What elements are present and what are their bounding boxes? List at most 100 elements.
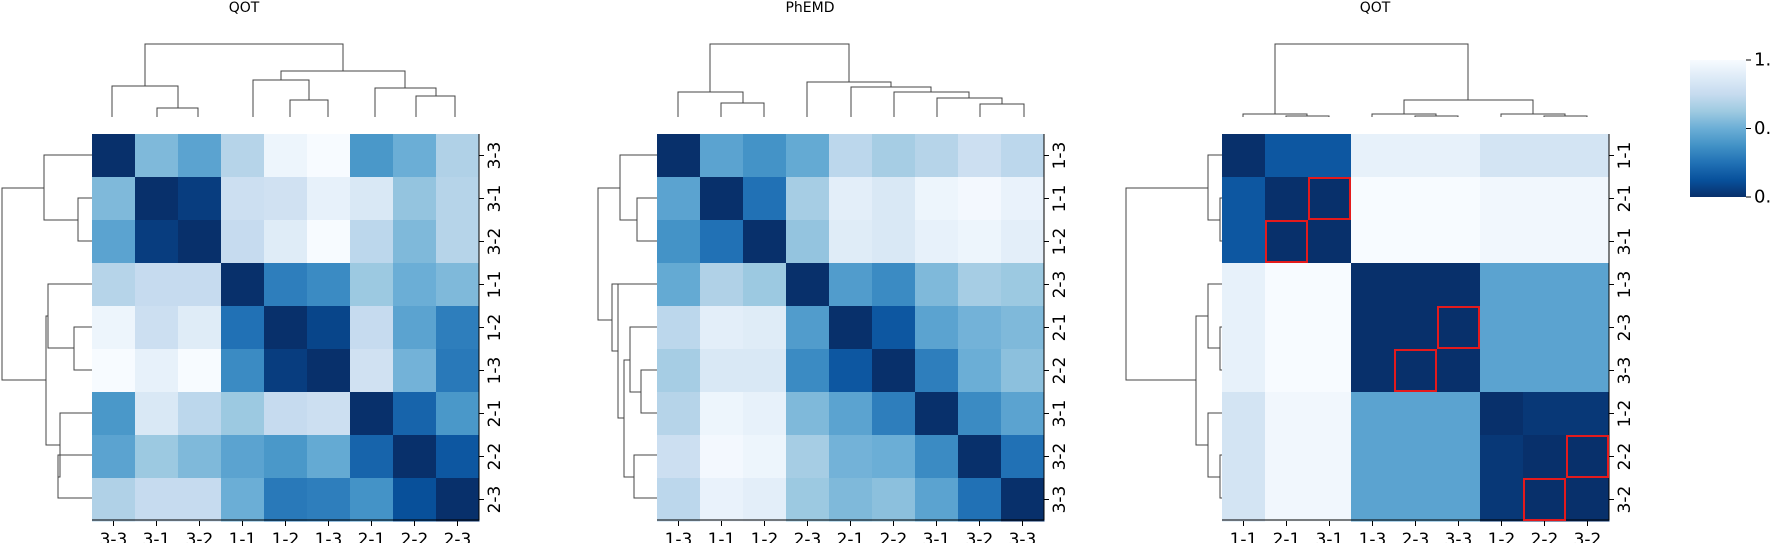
heatmap-cell <box>657 306 701 350</box>
heatmap-cell <box>1351 349 1395 393</box>
heatmap-cell <box>393 220 437 264</box>
x-tick-label: 2-2 <box>880 530 908 543</box>
heatmap-cell <box>1523 177 1567 221</box>
heatmap-cell <box>1222 392 1266 436</box>
y-tick-labels-3: 1-1 2-1 3-1 1-3 2-3 3-3 1-2 2-2 3-2 <box>1609 142 1635 514</box>
heatmap-cell <box>786 478 830 522</box>
y-tick-labels-2: 1-3 1-1 1-2 2-3 2-1 2-2 3-1 3-2 3-3 <box>1044 142 1070 513</box>
x-tick-label: 1-1 <box>229 530 257 543</box>
x-tick-label: 1-1 <box>708 530 736 543</box>
heatmap-cell <box>1566 349 1610 393</box>
heatmap-cell <box>1001 435 1045 479</box>
heatmap-cell <box>915 134 959 178</box>
heatmap-cell <box>178 349 222 393</box>
heatmap-cell <box>915 177 959 221</box>
y-tick-label: 3-2 <box>1050 443 1070 471</box>
heatmap-cell <box>1001 177 1045 221</box>
heatmap-cell <box>436 349 480 393</box>
heatmap-cell <box>264 134 308 178</box>
heatmap-cell <box>657 220 701 264</box>
x-tick-label: 2-3 <box>794 530 822 543</box>
heatmap-cell <box>700 435 744 479</box>
heatmap-cell <box>1437 134 1481 178</box>
heatmap-cell <box>221 435 265 479</box>
heatmap-cell <box>1394 392 1438 436</box>
heatmap-cell <box>1351 220 1395 264</box>
y-tick-labels-1: 3-3 3-1 3-2 1-1 1-2 1-3 2-1 2-2 2-3 <box>479 142 505 514</box>
heatmap-cell <box>393 392 437 436</box>
y-tick-label: 2-3 <box>485 486 505 514</box>
y-tick-label: 3-2 <box>1615 486 1635 514</box>
heatmap-cell <box>1265 392 1309 436</box>
heatmap-cell <box>1480 392 1524 436</box>
heatmap-cell <box>350 478 394 522</box>
heatmap-cell <box>436 478 480 522</box>
heatmap-cell <box>700 263 744 307</box>
y-tick-label: 2-2 <box>1615 443 1635 471</box>
heatmap-cell <box>92 263 136 307</box>
y-tick-label: 1-3 <box>485 357 505 385</box>
heatmap-cell <box>1566 478 1610 522</box>
chart-title-3: QOT <box>1360 0 1391 16</box>
heatmap-cell <box>393 177 437 221</box>
x-tick-label: 2-1 <box>837 530 865 543</box>
y-tick-label: 1-1 <box>485 271 505 299</box>
x-tick-label: 1-2 <box>1488 530 1516 543</box>
heatmap-cell <box>915 435 959 479</box>
y-tick-label: 2-3 <box>1050 271 1070 299</box>
heatmap-cell <box>1437 177 1481 221</box>
heatmap-cell <box>307 177 351 221</box>
heatmap-cell <box>915 306 959 350</box>
heatmap-cell <box>1265 349 1309 393</box>
heatmap-cell <box>1308 349 1352 393</box>
heatmap-cell <box>307 349 351 393</box>
heatmap-panel-1: QOT 3-3 3-1 3-2 1-1 1-2 1-3 2-1 2-2 2-3 3-33-13-… <box>1 0 505 543</box>
heatmap-cell <box>1351 177 1395 221</box>
heatmap-panel-2: PhEMD 1-3 1-1 1-2 2-3 2-1 2-2 3-1 3-2 3-3 1-31 <box>597 0 1070 543</box>
heatmap-cell <box>92 392 136 436</box>
heatmap-cell <box>657 349 701 393</box>
y-tick-label: 2-2 <box>485 443 505 471</box>
heatmap-cell <box>1001 349 1045 393</box>
heatmap-cell <box>221 134 265 178</box>
colorbar-tick-label: 0.0 <box>1754 187 1772 208</box>
heatmap-cell <box>1394 435 1438 479</box>
heatmap-cell <box>743 349 787 393</box>
heatmap-cell <box>657 177 701 221</box>
heatmap-cell <box>1308 220 1352 264</box>
y-tick-label: 1-1 <box>1615 142 1635 170</box>
x-tick-label: 2-2 <box>401 530 429 543</box>
heatmap-cell <box>1265 177 1309 221</box>
heatmap-cell <box>743 220 787 264</box>
heatmap-cell <box>829 392 873 436</box>
heatmap-cell <box>872 220 916 264</box>
heatmap-cell <box>915 220 959 264</box>
heatmap-cell <box>178 220 222 264</box>
heatmap-cell <box>958 392 1002 436</box>
heatmap-cell <box>135 177 179 221</box>
row-dendrogram-2 <box>597 154 657 499</box>
heatmap-cell <box>1566 220 1610 264</box>
heatmap-cell <box>829 435 873 479</box>
heatmap-cell <box>1437 392 1481 436</box>
heatmap-cell <box>1480 349 1524 393</box>
heatmap-cell <box>1265 134 1309 178</box>
heatmap-cells-3 <box>1222 134 1610 522</box>
heatmap-cell <box>178 263 222 307</box>
y-tick-label: 3-1 <box>485 185 505 213</box>
heatmap-cell <box>700 306 744 350</box>
row-dendrogram-3 <box>1125 154 1222 499</box>
x-tick-label: 1-3 <box>665 530 693 543</box>
heatmap-cell <box>393 349 437 393</box>
heatmap-cell <box>393 435 437 479</box>
heatmap-cell <box>393 478 437 522</box>
heatmap-cell <box>829 134 873 178</box>
heatmap-cell <box>1308 177 1352 221</box>
y-tick-label: 1-2 <box>485 314 505 342</box>
heatmap-cell <box>1001 263 1045 307</box>
heatmap-cell <box>1437 263 1481 307</box>
heatmap-cell <box>1437 435 1481 479</box>
heatmap-cell <box>350 220 394 264</box>
heatmap-cell <box>264 392 308 436</box>
highlight-box <box>1523 478 1566 521</box>
